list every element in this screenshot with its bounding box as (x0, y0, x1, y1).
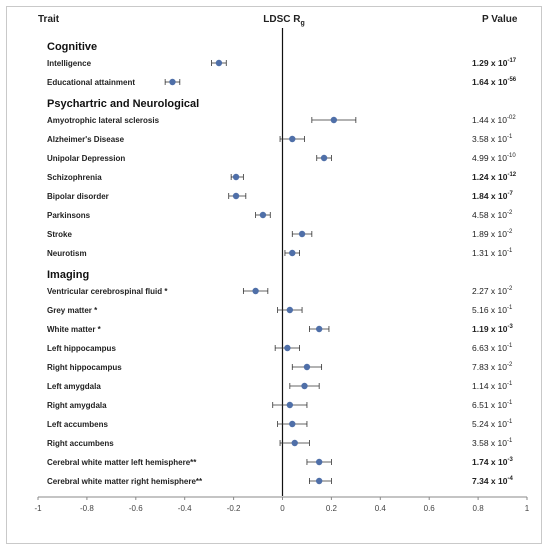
estimate-point (298, 230, 306, 238)
x-tick-label: -0.2 (227, 504, 241, 513)
trait-label: White matter * (47, 325, 102, 334)
x-tick-label: -0.8 (80, 504, 94, 513)
p-value: 5.24 x 10-1 (472, 419, 513, 429)
trait-label: Neurotism (47, 249, 87, 258)
estimate-point (315, 477, 323, 485)
trait-label: Alzheimer's Disease (47, 135, 125, 144)
trait-label: Educational attainment (47, 78, 135, 87)
estimate-point (315, 458, 323, 466)
estimate-point (169, 78, 176, 86)
p-value: 1.31 x 10-1 (472, 248, 513, 258)
p-value: 6.63 x 10-1 (472, 343, 513, 353)
p-value: 5.16 x 10-1 (472, 305, 513, 315)
x-tick-label: 0.8 (473, 504, 485, 513)
p-value: 1.84 x 10-7 (472, 191, 513, 201)
estimate-point (301, 382, 308, 390)
estimate-point (252, 287, 259, 295)
trait-label: Parkinsons (47, 211, 91, 220)
x-tick-label: -1 (34, 504, 42, 513)
p-value: 1.74 x 10-3 (472, 457, 513, 467)
trait-label: Left accumbens (47, 420, 108, 429)
estimate-point (259, 211, 267, 219)
p-value: 2.27 x 10-2 (472, 286, 513, 296)
estimate-point (232, 173, 240, 181)
x-tick-label: 0.6 (424, 504, 436, 513)
estimate-point (289, 420, 296, 428)
x-tick-label: -0.6 (129, 504, 143, 513)
estimate-point (215, 59, 223, 67)
estimate-point (303, 363, 311, 371)
trait-label: Left amygdala (47, 382, 101, 391)
p-value: 1.89 x 10-2 (472, 229, 513, 239)
trait-label: Amyotrophic lateral sclerosis (47, 116, 160, 125)
p-value: 1.64 x 10-56 (472, 77, 517, 87)
trait-column-header: Trait (38, 14, 60, 25)
trait-label: Cerebral white matter left hemisphere** (47, 458, 197, 467)
estimate-point (232, 192, 240, 200)
trait-label: Bipolar disorder (47, 192, 109, 201)
estimate-point (291, 439, 298, 447)
p-value: 1.14 x 10-1 (472, 381, 513, 391)
estimate-point (286, 306, 294, 314)
x-tick-label: 0.2 (326, 504, 338, 513)
p-value: 7.34 x 10-4 (472, 476, 513, 486)
trait-label: Right hippocampus (47, 363, 122, 372)
section-label: Psychartric and Neurological (47, 98, 199, 110)
trait-label: Intelligence (47, 59, 92, 68)
estimate-point (289, 249, 296, 257)
pvalue-column-header: P Value (482, 14, 518, 25)
trait-label: Unipolar Depression (47, 154, 125, 163)
x-tick-label: 0.4 (375, 504, 387, 513)
p-value: 3.58 x 10-1 (472, 134, 513, 144)
trait-label: Schizophrenia (47, 173, 102, 182)
p-value: 6.51 x 10-1 (472, 400, 513, 410)
p-value: 4.99 x 10-10 (472, 153, 516, 163)
estimate-point (320, 154, 328, 162)
x-tick-label: -0.4 (178, 504, 192, 513)
p-value: 1.19 x 10-3 (472, 324, 513, 334)
estimate-point (284, 344, 291, 352)
trait-label: Left hippocampus (47, 344, 116, 353)
p-value: 3.58 x 10-1 (472, 438, 513, 448)
x-tick-label: 1 (525, 504, 530, 513)
trait-label: Right accumbens (47, 439, 114, 448)
estimate-point (286, 401, 294, 409)
p-value: 1.24 x 10-12 (472, 172, 517, 182)
section-label: Cognitive (47, 41, 97, 53)
trait-label: Right amygdala (47, 401, 107, 410)
estimate-point (289, 135, 296, 143)
p-value: 7.83 x 10-2 (472, 362, 513, 372)
estimate-point (330, 116, 338, 124)
ldsc-column-header: LDSC Rg (263, 14, 305, 27)
p-value: 1.29 x 10-17 (472, 58, 517, 68)
p-value: 1.44 x 10-02 (472, 115, 516, 125)
trait-label: Stroke (47, 230, 72, 239)
trait-label: Grey matter * (47, 306, 98, 315)
plot-rows: Cognitive Intelligence 1.29 x 10-17 Educati… (47, 28, 517, 496)
x-axis: -1 -0.8 -0.6 -0.4 -0.2 0 0.2 0.4 0.6 0.8 1 (34, 496, 530, 513)
p-value: 4.58 x 10-2 (472, 210, 513, 220)
section-label: Imaging (47, 269, 89, 281)
estimate-point (315, 325, 323, 333)
trait-label: Ventricular cerebrospinal fluid * (47, 287, 168, 296)
trait-label: Cerebral white matter right hemisphere** (47, 477, 203, 486)
x-tick-label: 0 (280, 504, 285, 513)
chart-frame (6, 6, 542, 544)
